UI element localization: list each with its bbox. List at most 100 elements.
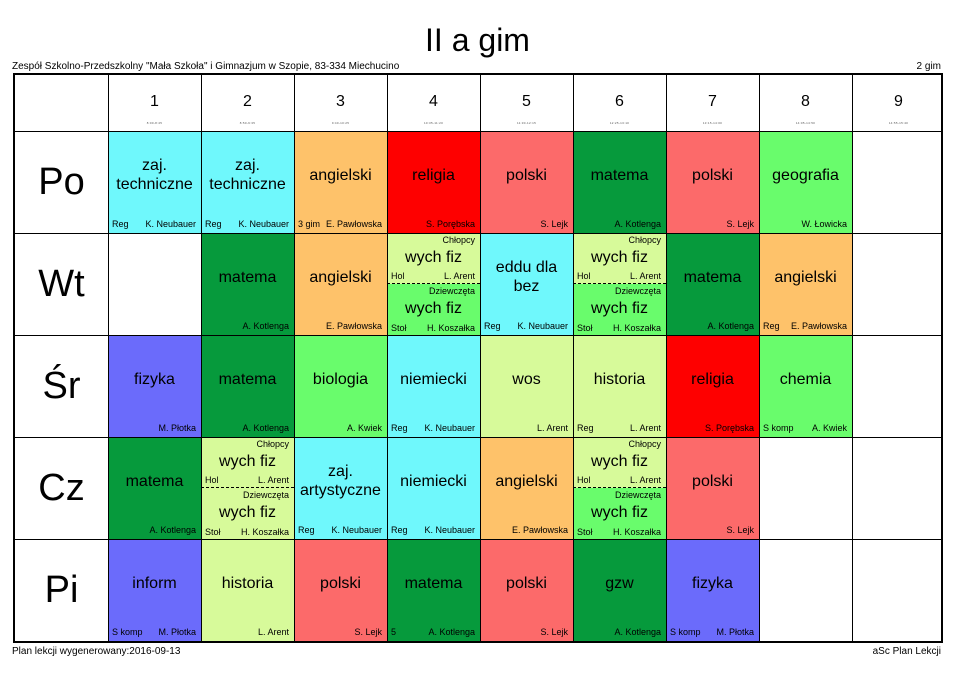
room-name: 5 <box>391 627 397 637</box>
subject-name: polski <box>692 166 733 184</box>
teacher-name: K. Neubauer <box>331 525 382 535</box>
teacher-name: L. Arent <box>257 627 289 637</box>
subject-name: polski <box>506 166 547 184</box>
subject-name: wych fiz <box>591 452 648 470</box>
period-time: 12:25-13:10 <box>609 121 630 125</box>
room-name: Reg <box>298 525 315 535</box>
room-name: Hol <box>577 271 591 281</box>
period-number: 7 <box>708 93 717 110</box>
lesson-cell: wos L. Arent <box>480 335 573 437</box>
teacher-name: L. Arent <box>536 423 568 433</box>
subject-name: wos <box>512 370 541 388</box>
period-header: 7 13:15-14:00 <box>666 75 759 131</box>
lesson-cell: matema 5 A. Kotlenga <box>387 539 480 641</box>
lesson-cell: matema A. Kotlenga <box>573 131 666 233</box>
subject-name: zaj. artystyczne <box>300 463 381 499</box>
lesson-cell: fizyka M. Płotka <box>108 335 201 437</box>
subject-name: wych fiz <box>591 300 648 317</box>
teacher-name: S. Porębska <box>425 219 475 229</box>
room-name: Hol <box>391 271 405 281</box>
grid-line-vertical <box>387 75 388 641</box>
lesson-cell: inform S komp M. Płotka <box>108 539 201 641</box>
teacher-name: K. Neubauer <box>517 321 568 331</box>
timetable-grid: 1 8:00-8:45 2 8:50-9:35 3 9:40-10:25 4 10:35-11… <box>13 73 943 643</box>
lesson-cell: polski S. Lejk <box>480 539 573 641</box>
subject-name: zaj. techniczne <box>116 157 193 193</box>
lesson-cell: religia S. Porębska <box>666 335 759 437</box>
teacher-name: H. Koszałka <box>612 323 661 333</box>
teacher-name: A. Kotlenga <box>242 321 289 331</box>
lesson-group-top: Chłopcy wych fiz Hol L. Arent <box>573 233 666 284</box>
lesson-group-bottom: Dziewczęta wych fiz Stoł H. Koszałka <box>201 488 294 539</box>
group-name: Dziewczęta <box>242 490 289 500</box>
subject-name: matema <box>404 574 463 592</box>
grid-line-horizontal <box>15 131 941 132</box>
lesson-cell: angielski E. Pawłowska <box>294 233 387 335</box>
teacher-name: M. Płotka <box>158 627 196 637</box>
lesson-cell: zaj. techniczne Reg K. Neubauer <box>201 131 294 233</box>
subject-name: fizyka <box>134 370 175 388</box>
period-time: 8:00-8:45 <box>146 121 163 125</box>
subject-name: matema <box>218 370 277 388</box>
lesson-cell: angielski Reg E. Pawłowska <box>759 233 852 335</box>
grid-line-vertical <box>666 75 667 641</box>
subject-name: eddu dla bez <box>495 259 558 295</box>
subject-name: gzw <box>605 574 634 592</box>
teacher-name: K. Neubauer <box>238 219 289 229</box>
lesson-cell: gzw A. Kotlenga <box>573 539 666 641</box>
subject-name: historia <box>593 370 646 388</box>
period-time: 10:35-11:20 <box>423 121 444 125</box>
room-name: S komp <box>112 627 143 637</box>
lesson-cell: polski S. Lejk <box>666 437 759 539</box>
room-name: Hol <box>205 475 219 485</box>
period-number: 8 <box>801 93 810 110</box>
teacher-name: H. Koszałka <box>240 527 289 537</box>
lesson-cell: chemia S komp A. Kwiek <box>759 335 852 437</box>
subject-name: wych fiz <box>591 248 648 266</box>
room-name: S komp <box>763 423 794 433</box>
day-label: Cz <box>38 466 85 509</box>
teacher-name: A. Kotlenga <box>242 423 289 433</box>
room-name: Reg <box>391 423 408 433</box>
teacher-name: E. Pawłowska <box>325 219 382 229</box>
grid-line-horizontal <box>15 233 941 234</box>
lesson-cell: geografia W. Łowicka <box>759 131 852 233</box>
subject-name: polski <box>692 472 733 490</box>
teacher-name: A. Kwiek <box>346 423 382 433</box>
teacher-name: S. Lejk <box>726 525 754 535</box>
lesson-cell: zaj. techniczne Reg K. Neubauer <box>108 131 201 233</box>
lesson-cell: niemiecki Reg K. Neubauer <box>387 335 480 437</box>
subject-name: matema <box>683 268 742 286</box>
subject-name: inform <box>132 574 177 592</box>
teacher-name: S. Lejk <box>540 219 568 229</box>
teacher-name: K. Neubauer <box>424 525 475 535</box>
subject-name: historia <box>221 574 274 592</box>
room-name: Stoł <box>391 323 407 333</box>
subject-name: biologia <box>312 370 369 388</box>
subject-name: polski <box>506 574 547 592</box>
teacher-name: W. Łowicka <box>801 219 847 229</box>
group-name: Dziewczęta <box>428 286 475 296</box>
lesson-cell: matema A. Kotlenga <box>201 233 294 335</box>
grid-line-vertical <box>480 75 481 641</box>
day-label: Pi <box>44 568 79 611</box>
period-number: 4 <box>429 93 438 110</box>
period-number: 5 <box>522 93 531 110</box>
teacher-name: L. Arent <box>629 423 661 433</box>
lesson-cell: Chłopcy wych fiz Hol L. Arent Dziewczęta wych… <box>573 437 666 539</box>
period-number: 6 <box>615 93 624 110</box>
teacher-name: S. Lejk <box>354 627 382 637</box>
period-time: 13:15-14:00 <box>702 121 723 125</box>
room-name: S komp <box>670 627 701 637</box>
group-name: Chłopcy <box>628 439 661 449</box>
lesson-cell: Chłopcy wych fiz Hol L. Arent Dziewczęta wych… <box>387 233 480 335</box>
lesson-cell: matema A. Kotlenga <box>201 335 294 437</box>
subject-name: matema <box>125 472 184 490</box>
lesson-cell: polski S. Lejk <box>666 131 759 233</box>
teacher-name: H. Koszałka <box>426 323 475 333</box>
period-number: 3 <box>336 93 345 110</box>
teacher-name: E. Pawłowska <box>790 321 847 331</box>
period-header: 9 14:55-15:40 <box>852 75 945 131</box>
grid-line-horizontal <box>15 437 941 438</box>
period-header: 2 8:50-9:35 <box>201 75 294 131</box>
